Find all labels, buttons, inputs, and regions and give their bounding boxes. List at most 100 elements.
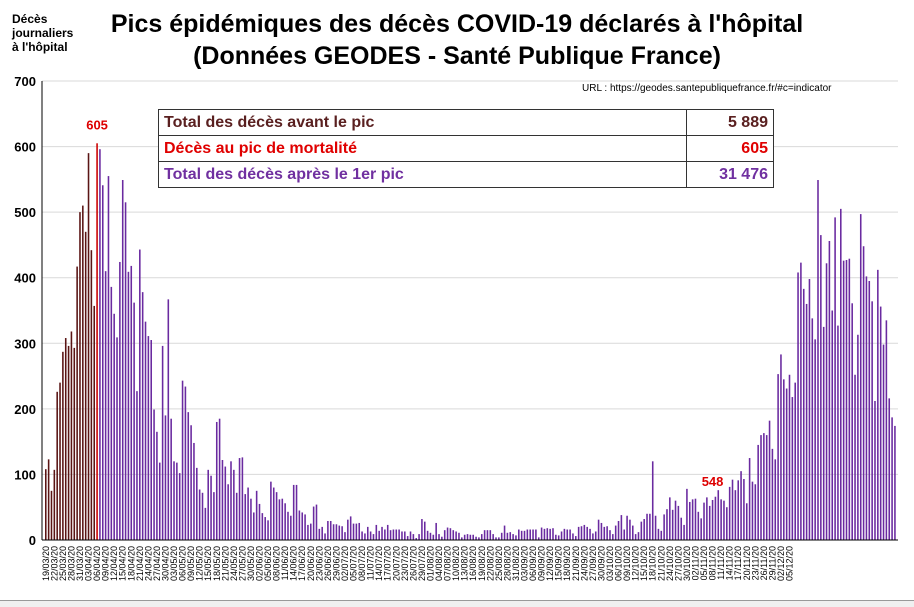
bar: [882, 344, 885, 540]
chart-title: Pics épidémiques des décès COVID-19 décl…: [110, 10, 804, 38]
x-tick-label: 06/09/20: [528, 546, 538, 581]
bar: [79, 212, 81, 540]
summary-row-peak: Décès au pic de mortalité 605: [158, 135, 774, 162]
bar: [714, 496, 717, 540]
bar: [797, 272, 799, 540]
x-tick-label: 09/09/20: [537, 546, 547, 581]
bar: [612, 534, 614, 540]
x-tick-label: 24/10/20: [665, 546, 675, 581]
x-tick-label: 31/03/20: [75, 546, 85, 581]
bar: [686, 488, 688, 540]
bar: [563, 528, 566, 540]
bar: [500, 532, 503, 540]
bar: [885, 320, 888, 540]
bar: [708, 505, 711, 540]
bar: [90, 250, 93, 540]
bar: [765, 435, 768, 540]
bar: [352, 523, 355, 540]
bar: [247, 487, 249, 540]
bar: [204, 507, 207, 540]
bar: [592, 533, 594, 540]
bar: [332, 524, 335, 540]
bar: [93, 305, 96, 540]
bar: [121, 180, 124, 540]
bar: [147, 336, 150, 540]
x-tick-label: 18/04/20: [126, 546, 136, 581]
bar: [532, 529, 534, 540]
bar: [412, 534, 415, 540]
x-tick-label: 15/05/20: [203, 546, 213, 581]
bar: [307, 524, 309, 540]
bar: [110, 286, 113, 540]
bar: [623, 529, 626, 540]
bar: [862, 246, 865, 541]
bar: [255, 490, 258, 540]
y-tick-label: 200: [14, 402, 36, 417]
x-tick-label: 09/04/20: [101, 546, 111, 581]
bar: [290, 515, 292, 540]
x-tick-label: 21/09/20: [571, 546, 581, 581]
bar: [857, 334, 859, 540]
bar: [59, 382, 61, 540]
bar: [657, 528, 660, 540]
bar: [56, 391, 58, 540]
x-tick-label: 11/07/20: [366, 546, 376, 580]
bar: [386, 524, 389, 540]
bar: [888, 398, 891, 540]
bar: [740, 471, 742, 540]
x-tick-label: 09/05/20: [186, 546, 196, 581]
bar: [509, 532, 512, 540]
bar: [828, 240, 831, 540]
x-tick-label: 14/07/20: [374, 546, 384, 581]
bar: [429, 532, 432, 540]
bar: [196, 467, 198, 540]
bar: [253, 512, 255, 540]
bar: [577, 526, 580, 540]
x-tick-label: 19/03/20: [41, 546, 51, 581]
bar: [537, 537, 540, 540]
bar: [706, 497, 708, 540]
bar: [409, 531, 412, 540]
bar: [150, 340, 152, 540]
bar: [840, 208, 842, 540]
bar: [406, 536, 409, 540]
x-tick-label: 28/08/20: [502, 546, 512, 581]
bar: [50, 490, 53, 540]
bar: [691, 499, 694, 540]
bar: [480, 534, 483, 540]
x-tick-label: 20/06/20: [306, 546, 316, 581]
bar: [327, 520, 329, 540]
bar: [660, 530, 663, 540]
bar: [267, 520, 269, 540]
bar: [489, 530, 492, 540]
bar: [520, 530, 523, 540]
bar: [469, 534, 472, 540]
bar: [381, 526, 383, 540]
bar: [703, 502, 705, 540]
bar: [153, 409, 155, 540]
bar: [879, 306, 882, 540]
bar: [486, 530, 489, 540]
x-tick-label: 08/07/20: [357, 546, 367, 581]
bar: [597, 519, 600, 540]
bar: [141, 292, 144, 540]
bar: [218, 418, 221, 540]
bar: [438, 534, 440, 540]
bar: [589, 528, 591, 540]
bar: [503, 525, 506, 540]
bar: [814, 339, 816, 540]
bar: [663, 514, 665, 540]
bar: [113, 313, 115, 540]
bar: [261, 513, 264, 540]
bar: [349, 516, 352, 540]
x-tick-label: 05/07/20: [349, 546, 359, 581]
bar: [312, 506, 315, 540]
x-tick-label: 16/08/20: [468, 546, 478, 581]
bar: [512, 534, 514, 540]
x-tick-label: 19/08/20: [477, 546, 487, 581]
bar: [156, 431, 158, 540]
x-tick-label: 03/04/20: [84, 546, 94, 581]
x-tick-label: 30/04/20: [160, 546, 170, 581]
bar: [745, 503, 748, 540]
bar: [167, 299, 170, 540]
